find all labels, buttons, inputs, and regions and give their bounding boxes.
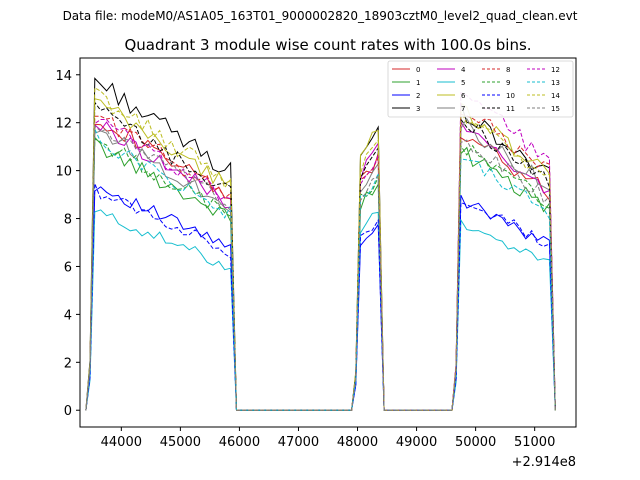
legend-label-2: 2 (416, 92, 420, 100)
x-tick-label: 50000 (455, 435, 496, 450)
x-offset-label: +2.914e8 (512, 455, 576, 470)
legend-label-1: 1 (416, 79, 420, 87)
plot-area: 44000 45000 46000 47000 48000 49000 50000 51000… (55, 57, 577, 470)
series-line-9 (85, 137, 556, 411)
x-tick-label: 44000 (101, 435, 142, 450)
legend-label-11: 11 (506, 105, 515, 113)
series-line-15 (85, 125, 556, 411)
suptitle: Data file: modeM0/AS1A05_163T01_90000028… (63, 9, 578, 23)
x-tick-label: 48000 (337, 435, 378, 450)
y-tick-label: 2 (64, 356, 72, 371)
legend-box (387, 60, 574, 118)
x-tick-label: 47000 (278, 435, 319, 450)
y-tick-label: 14 (55, 69, 72, 84)
x-axis: 44000 45000 46000 47000 48000 49000 50000 51000 (101, 427, 555, 450)
y-tick-label: 6 (64, 260, 72, 275)
legend-label-8: 8 (506, 66, 510, 74)
y-tick-label: 8 (64, 213, 72, 228)
legend-label-14: 14 (551, 92, 560, 100)
legend-label-10: 10 (506, 92, 515, 100)
legend-label-13: 13 (551, 79, 560, 87)
x-tick-label: 49000 (396, 435, 437, 450)
x-tick-label: 51000 (514, 435, 555, 450)
legend-label-3: 3 (416, 105, 420, 113)
y-tick-label: 10 (55, 165, 72, 180)
legend-label-6: 6 (461, 92, 466, 100)
y-axis: 0 2 4 6 8 10 12 14 (55, 69, 80, 419)
legend-label-5: 5 (461, 79, 465, 87)
legend-label-12: 12 (551, 66, 560, 74)
axes-frame (79, 57, 577, 428)
x-tick-label: 46000 (219, 435, 260, 450)
x-tick-label: 45000 (160, 435, 201, 450)
legend-label-7: 7 (461, 105, 465, 113)
y-tick-label: 4 (64, 308, 72, 323)
legend-label-15: 15 (551, 105, 560, 113)
legend-label-4: 4 (461, 66, 466, 74)
chart-title: Quadrant 3 module wise count rates with … (124, 36, 531, 54)
series-layer (85, 77, 556, 411)
legend-label-0: 0 (416, 66, 420, 74)
y-tick-label: 12 (55, 117, 72, 132)
y-tick-label: 0 (64, 404, 72, 419)
legend-label-9: 9 (506, 79, 510, 87)
axes-background (80, 58, 576, 427)
